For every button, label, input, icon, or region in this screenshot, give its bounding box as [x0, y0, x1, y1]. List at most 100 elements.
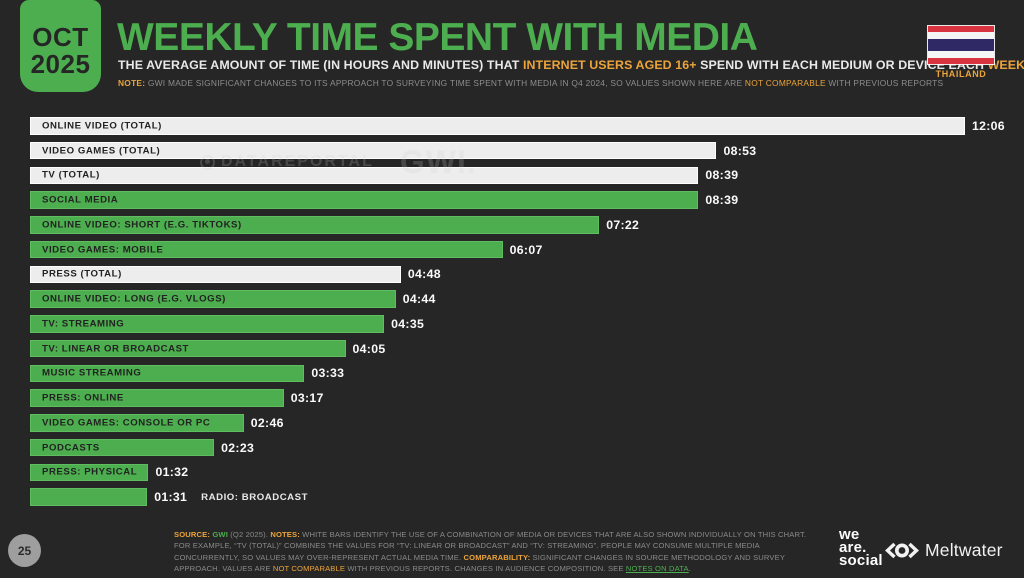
bar: TV: STREAMING [30, 315, 385, 333]
bar-value: 04:44 [402, 292, 436, 307]
text-segment: GWI MADE SIGNIFICANT CHANGES TO ITS APPR… [145, 77, 745, 88]
bar: PODCASTS [30, 438, 215, 457]
bar-value: 12:06 [972, 118, 1005, 133]
page-subtitle: THE AVERAGE AMOUNT OF TIME (IN HOURS AND… [118, 58, 1024, 72]
text-segment: (Q2 2025). [227, 530, 271, 539]
bar-label: SOCIAL MEDIA [42, 194, 119, 206]
bar: PRESS (TOTAL) [30, 265, 401, 284]
country-label: THAILAND [935, 69, 987, 79]
bar: ONLINE VIDEO: SHORT (E.G. TIKTOKS) [30, 216, 600, 234]
text-segment: . [688, 563, 691, 573]
text-segment: WEEK [987, 58, 1024, 72]
bar-value: 04:48 [407, 267, 441, 282]
text-segment: NOT COMPARABLE [744, 77, 826, 88]
bar-label: ONLINE VIDEO: LONG (E.G. VLOGS) [42, 293, 226, 305]
bar-row: ONLINE VIDEO: SHORT (E.G. TIKTOKS) 07:22 [30, 216, 965, 234]
flag-stripe-red [928, 26, 994, 33]
bar-label: TV: STREAMING [42, 318, 125, 330]
bar-value: 03:17 [290, 391, 324, 406]
page-title: WEEKLY TIME SPENT WITH MEDIA [117, 16, 758, 59]
text-segment: NOTE: [118, 77, 146, 88]
bar [30, 488, 148, 506]
bar-label: PRESS (TOTAL) [42, 268, 122, 280]
bar: VIDEO GAMES: CONSOLE OR PC [30, 414, 244, 432]
text-segment: WITH PREVIOUS REPORTS. CHANGES IN AUDIEN… [345, 563, 626, 573]
meltwater-logo: Meltwater [884, 540, 1003, 561]
page-number-badge: 25 [8, 534, 41, 567]
date-badge: OCT 2025 [20, 0, 101, 92]
we-are-social-logo-line: social [839, 551, 883, 569]
date-year: 2025 [30, 49, 91, 79]
meltwater-icon [885, 542, 919, 559]
bar: TV: LINEAR OR BROADCAST [30, 339, 346, 358]
bar-value: 04:35 [391, 316, 425, 331]
bar-row: 01:31 RADIO: BROADCAST [30, 488, 965, 506]
we-are-social-logo: we are. social [839, 527, 883, 569]
bar-label: ONLINE VIDEO: SHORT (E.G. TIKTOKS) [42, 219, 242, 231]
bar-value: 02:46 [250, 415, 284, 430]
text-segment: WHITE BARS IDENTIFY THE USE OF A COMBINA… [174, 530, 807, 562]
notes-on-data-link[interactable]: NOTES ON DATA [625, 563, 689, 573]
text-segment: NOT COMPARABLE [272, 563, 346, 573]
bar: SOCIAL MEDIA [30, 191, 699, 209]
text-segment: WITH PREVIOUS REPORTS [825, 77, 944, 88]
bar-row: VIDEO GAMES: CONSOLE OR PC 02:46 [30, 414, 965, 432]
text-segment: SOURCE: [174, 530, 211, 539]
bar-row: MUSIC STREAMING 03:33 [30, 364, 965, 383]
bar-label: PODCASTS [42, 442, 100, 454]
bar-label: PRESS: PHYSICAL [42, 466, 138, 478]
bar-row: VIDEO GAMES (TOTAL) 08:53 [30, 141, 965, 160]
bar-value: 07:22 [606, 217, 640, 232]
bar-row: ONLINE VIDEO: LONG (E.G. VLOGS) 04:44 [30, 290, 965, 308]
bar-label: RADIO: BROADCAST [201, 491, 309, 503]
bar-value: 06:07 [509, 242, 543, 257]
bar-value: 08:39 [705, 193, 739, 208]
bar-row: TV: STREAMING 04:35 [30, 315, 965, 333]
page-note: NOTE: GWI MADE SIGNIFICANT CHANGES TO IT… [118, 77, 943, 88]
footer-notes: SOURCE: GWI (Q2 2025). NOTES: WHITE BARS… [174, 529, 814, 574]
flag-stripe-white [928, 32, 994, 39]
bar-value: 01:32 [155, 465, 189, 480]
bar: PRESS: PHYSICAL [30, 463, 149, 482]
bar-row: PRESS: ONLINE 03:17 [30, 389, 965, 407]
text-segment: GWI [212, 530, 228, 539]
bar-value: 04:05 [352, 341, 386, 356]
bar-label: MUSIC STREAMING [42, 367, 142, 379]
bar-row: TV (TOTAL) 08:39 [30, 166, 965, 185]
bar-row: SOCIAL MEDIA 08:39 [30, 191, 965, 209]
bar: PRESS: ONLINE [30, 389, 284, 407]
text-segment: COMPARABILITY: [463, 552, 531, 562]
bar-chart: ONLINE VIDEO (TOTAL) 12:06 VIDEO GAMES (TO… [30, 117, 1005, 506]
bar-label: TV: LINEAR OR BROADCAST [42, 343, 189, 355]
bar-row: ONLINE VIDEO (TOTAL) 12:06 [30, 117, 1005, 135]
bar-value: 08:53 [723, 143, 757, 158]
text-segment: NOTES: [270, 530, 300, 539]
bar: MUSIC STREAMING [30, 364, 305, 383]
bar-label: VIDEO GAMES (TOTAL) [42, 145, 161, 157]
bar-row: PRESS: PHYSICAL 01:32 [30, 463, 965, 482]
bar-label: TV (TOTAL) [42, 169, 100, 181]
text-segment: SPEND WITH EACH MEDIUM OR DEVICE EACH [696, 58, 988, 72]
date-month: OCT [32, 22, 89, 53]
bar-label: VIDEO GAMES: CONSOLE OR PC [42, 417, 211, 429]
text-segment: SIGNIFICANT CHANGES IN SOURCE METHODOLOG… [174, 552, 785, 573]
meltwater-wordmark: Meltwater [925, 540, 1003, 560]
bar-value: 01:31 [154, 490, 188, 505]
bar: VIDEO GAMES: MOBILE [30, 240, 503, 259]
bar: ONLINE VIDEO (TOTAL) [30, 117, 965, 135]
text-segment: THE AVERAGE AMOUNT OF TIME (IN HOURS AND… [118, 58, 523, 72]
text-segment: INTERNET USERS AGED 16+ [522, 58, 697, 72]
bar-label: ONLINE VIDEO (TOTAL) [42, 120, 162, 132]
flag-stripe-red [928, 57, 994, 64]
bar-row: VIDEO GAMES: MOBILE 06:07 [30, 240, 965, 259]
bar-row: PRESS (TOTAL) 04:48 [30, 265, 965, 284]
bar-value: 08:39 [705, 168, 739, 183]
bar-row: PODCASTS 02:23 [30, 438, 965, 457]
bar-value: 02:23 [221, 440, 255, 455]
thailand-flag [928, 26, 994, 64]
bar-row: TV: LINEAR OR BROADCAST 04:05 [30, 339, 965, 358]
bar: TV (TOTAL) [30, 166, 699, 185]
flag-stripe-white [928, 51, 994, 58]
bar-label: PRESS: ONLINE [42, 392, 124, 404]
bar: VIDEO GAMES (TOTAL) [30, 141, 717, 160]
